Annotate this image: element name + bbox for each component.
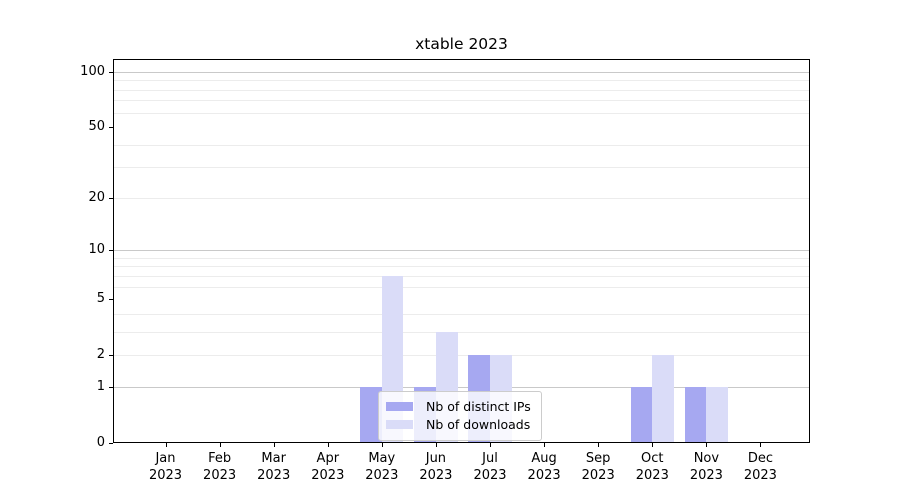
y-tick-label: 100 [80,64,105,79]
y-tick-mark [109,126,113,128]
y-tick-label: 2 [96,346,105,362]
minor-gridline [114,144,809,146]
x-tick-mark [652,443,654,447]
major-gridline [114,72,809,73]
x-tick-label: May 2023 [347,451,417,484]
legend-item-distinct-ips: Nb of distinct IPs [386,398,531,415]
y-tick-mark [109,72,113,73]
x-tick-label: Jun 2023 [401,451,471,484]
bar [706,387,729,443]
minor-gridline [114,286,809,288]
x-tick-label: Apr 2023 [293,451,363,484]
y-tick-mark [109,354,113,356]
x-tick-month: Sep [585,451,611,466]
y-tick-label: 10 [88,242,105,258]
legend: Nb of distinct IPs Nb of downloads [378,391,542,441]
minor-gridline [114,266,809,268]
x-tick-month: Oct [641,451,664,466]
y-tick-mark [109,198,113,200]
minor-gridline [114,331,809,333]
x-tick-month: Jul [482,451,498,466]
x-tick-label: Dec 2023 [725,451,795,484]
x-tick-label: Jan 2023 [131,451,201,484]
minor-gridline [114,80,809,82]
x-tick-month: Aug [531,451,557,466]
minor-gridline [114,275,809,277]
x-tick-year: 2023 [419,467,453,483]
x-tick-year: 2023 [257,467,291,483]
x-tick-label: Mar 2023 [239,451,309,484]
x-tick-label: Feb 2023 [185,451,255,484]
minor-gridline [114,166,809,168]
legend-item-downloads: Nb of downloads [386,416,531,433]
x-tick-year: 2023 [527,467,561,483]
x-tick-mark [327,443,329,447]
chart-title: xtable 2023 [415,35,508,53]
x-tick-year: 2023 [635,467,669,483]
x-tick-label: Oct 2023 [617,451,687,484]
x-tick-year: 2023 [203,467,237,483]
bar [652,354,674,443]
x-tick-mark [219,443,221,447]
x-tick-year: 2023 [311,467,345,483]
x-tick-year: 2023 [473,467,507,483]
minor-gridline [114,100,809,102]
y-tick-label: 50 [88,118,105,134]
bar [360,387,382,443]
x-tick-month: Feb [208,451,232,466]
y-tick-mark [109,387,113,389]
y-tick-mark [109,250,113,252]
minor-gridline [114,89,809,91]
legend-label-distinct-ips: Nb of distinct IPs [426,398,531,414]
y-tick-label: 5 [96,291,105,306]
y-tick-label: 0 [96,435,105,450]
y-tick-label: 20 [88,190,105,206]
y-tick-mark [109,443,113,444]
x-tick-year: 2023 [689,467,723,483]
x-tick-month: Mar [261,451,286,466]
x-tick-label: Sep 2023 [563,451,633,484]
minor-gridline [114,198,809,200]
x-tick-mark [706,443,708,447]
x-tick-month: May [368,451,396,466]
x-tick-month: Jun [425,451,447,466]
x-tick-year: 2023 [148,467,183,483]
x-tick-year: 2023 [743,467,777,483]
y-tick-mark [109,299,113,300]
x-tick-label: Aug 2023 [509,451,579,484]
minor-gridline [114,354,809,356]
x-tick-mark [273,443,275,447]
x-tick-mark [435,443,437,447]
x-tick-month: Jan [155,451,176,466]
x-tick-label: Nov 2023 [671,451,741,484]
legend-swatch-downloads-icon [386,420,413,429]
minor-gridline [114,257,809,259]
x-tick-mark [598,443,600,447]
bar [630,387,653,443]
major-gridline [114,250,809,252]
x-tick-year: 2023 [365,467,399,483]
legend-swatch-distinct-ips-icon [386,402,413,411]
x-tick-month: Nov [693,451,720,466]
x-tick-mark [165,443,167,447]
legend-label-downloads: Nb of downloads [426,416,531,432]
minor-gridline [114,313,809,315]
bar [684,387,707,443]
minor-gridline [114,112,809,114]
x-tick-mark [760,443,762,447]
x-tick-label: Jul 2023 [455,451,525,484]
major-gridline [114,387,809,389]
x-tick-month: Dec [747,451,773,466]
x-tick-year: 2023 [581,467,615,483]
x-tick-month: Apr [316,451,340,466]
x-tick-mark [490,443,491,447]
x-tick-mark [381,443,383,447]
x-tick-mark [544,443,546,447]
y-tick-label: 1 [96,379,105,395]
